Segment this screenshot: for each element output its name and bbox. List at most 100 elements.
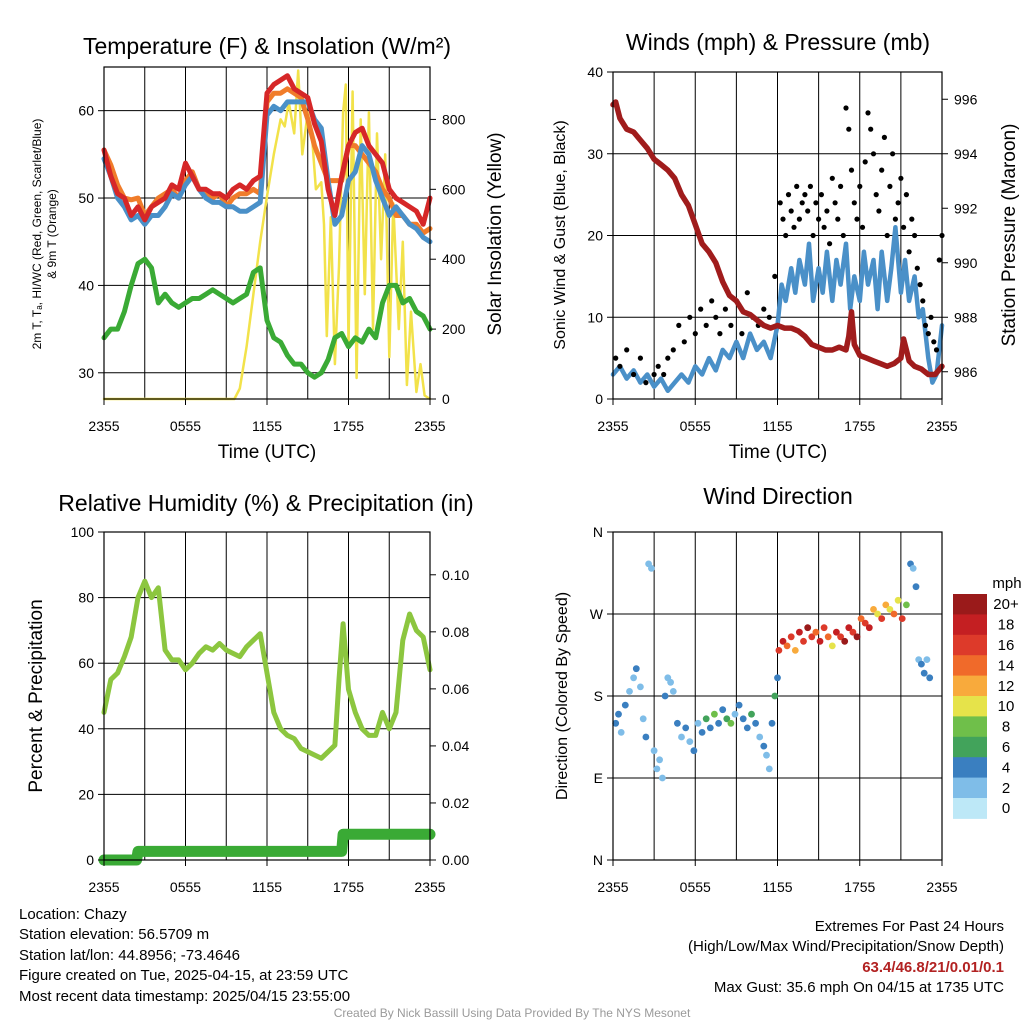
y2-tick-label: 992 [954, 200, 978, 216]
winds-ylabel: Sonic Wind & Gust (Blue, Black) [552, 120, 569, 349]
gust-point [936, 257, 942, 263]
gust-point [772, 273, 778, 279]
colorbar-swatch [953, 798, 987, 819]
y2-tick-label: 0.08 [442, 624, 469, 640]
gust-point [810, 232, 816, 239]
gust-point [728, 322, 734, 328]
station-location: Location: Chazy [19, 906, 127, 923]
direction-point [667, 678, 674, 686]
direction-point [804, 624, 812, 632]
direction-point [918, 660, 925, 668]
x-tick-label: 1755 [844, 418, 875, 434]
direction-point [833, 628, 840, 636]
direction-point [861, 619, 869, 627]
temperature-ylabel-line1: 2m T, Tₐ, HI/WC (Red, Green, Scarlet/Blu… [30, 119, 44, 350]
gust-point [794, 183, 800, 189]
direction-point [783, 642, 791, 650]
y-tick-label: 30 [587, 146, 603, 162]
x-tick-label: 2355 [414, 418, 445, 434]
direction-point [870, 606, 877, 613]
colorbar-label: 4 [1002, 759, 1010, 776]
direction-ylabel: Direction (Colored By Speed) [554, 592, 571, 800]
x-tick-label: 2355 [414, 879, 445, 895]
temperature-title: Temperature (F) & Insolation (W/m²) [83, 33, 451, 59]
gust-point [824, 208, 830, 214]
direction-point [653, 765, 661, 773]
gust-point [865, 110, 871, 116]
gust-point [840, 232, 846, 239]
y-tick-label: 80 [78, 590, 94, 606]
gust-point [651, 371, 657, 378]
y-tick-label: 60 [78, 103, 94, 119]
gust-point [854, 216, 860, 222]
direction-point [752, 719, 759, 727]
direction-point [621, 701, 629, 709]
y-tick-label: 50 [78, 190, 94, 206]
gust-point [920, 298, 926, 304]
colorbar-swatch [953, 675, 987, 697]
y2-tick-label: 988 [954, 309, 978, 325]
direction-point [763, 751, 770, 759]
gust-point [901, 224, 907, 230]
x-tick-label: 2355 [597, 418, 628, 434]
direction-point [909, 565, 917, 572]
relative-humidity-line [101, 578, 433, 761]
direction-point [617, 729, 625, 736]
gust-point [821, 224, 827, 230]
gust-point [832, 200, 838, 206]
direction-point [824, 633, 832, 641]
x-tick-label: 2355 [926, 418, 957, 434]
y2-tick-label: 400 [442, 251, 466, 267]
station-latlon: Station lat/lon: 44.8956; -73.4646 [19, 946, 241, 964]
y-tick-label: 40 [587, 64, 603, 80]
y-tick-label: S [594, 688, 603, 704]
direction-point [756, 733, 764, 741]
direction-point [639, 715, 647, 723]
direction-point [642, 733, 650, 741]
direction-point [719, 706, 727, 714]
gust-point [835, 216, 841, 222]
y2-tick-label: 990 [954, 255, 978, 271]
direction-point [837, 633, 844, 641]
gust-point [884, 232, 890, 239]
gust-point [881, 134, 888, 140]
gust-point [862, 159, 868, 165]
direction-point [775, 647, 783, 654]
figure-created: Figure created on Tue, 2025-04-15, at 23… [19, 967, 349, 985]
gust-point [914, 265, 920, 271]
extremes-values: 63.4/46.8/21/0.01/0.1 [862, 958, 1004, 976]
direction-point [787, 633, 795, 641]
direction-point [748, 710, 755, 718]
extremes-info: Extremes For Past 24 Hours (High/Low/Max… [688, 917, 1004, 999]
y-tick-label: 0 [595, 391, 603, 407]
gust-point [805, 208, 811, 214]
direction-point [612, 719, 620, 727]
gust-point [928, 314, 934, 320]
direction-point [865, 624, 873, 632]
direction-point [874, 610, 881, 618]
direction-point [678, 733, 685, 741]
gust-point [637, 355, 644, 361]
direction-point [637, 683, 644, 691]
gust-point [925, 331, 931, 337]
y2-tick-label: 996 [954, 91, 978, 107]
direction-point [727, 719, 735, 727]
humidity-ylabel: Percent & Precipitation [26, 599, 47, 792]
direction-point [857, 615, 865, 622]
direction-point [686, 738, 694, 745]
station-elevation: Station elevation: 56.5709 m [19, 926, 210, 944]
direction-point [630, 674, 637, 682]
y-tick-label: 0 [86, 852, 94, 868]
gust-point [780, 216, 786, 222]
credit-line: Created By Nick Bassill Using Data Provi… [333, 1006, 691, 1020]
direction-point [841, 637, 849, 645]
direction-point [890, 610, 898, 618]
direction-point [739, 715, 747, 723]
y-tick-label: 10 [587, 309, 603, 325]
gust-point [722, 306, 729, 312]
x-tick-label: 2355 [597, 879, 628, 895]
gust-point [698, 306, 704, 312]
direction-point [878, 615, 886, 622]
direction-point [702, 715, 710, 723]
y-tick-label: E [594, 770, 603, 786]
